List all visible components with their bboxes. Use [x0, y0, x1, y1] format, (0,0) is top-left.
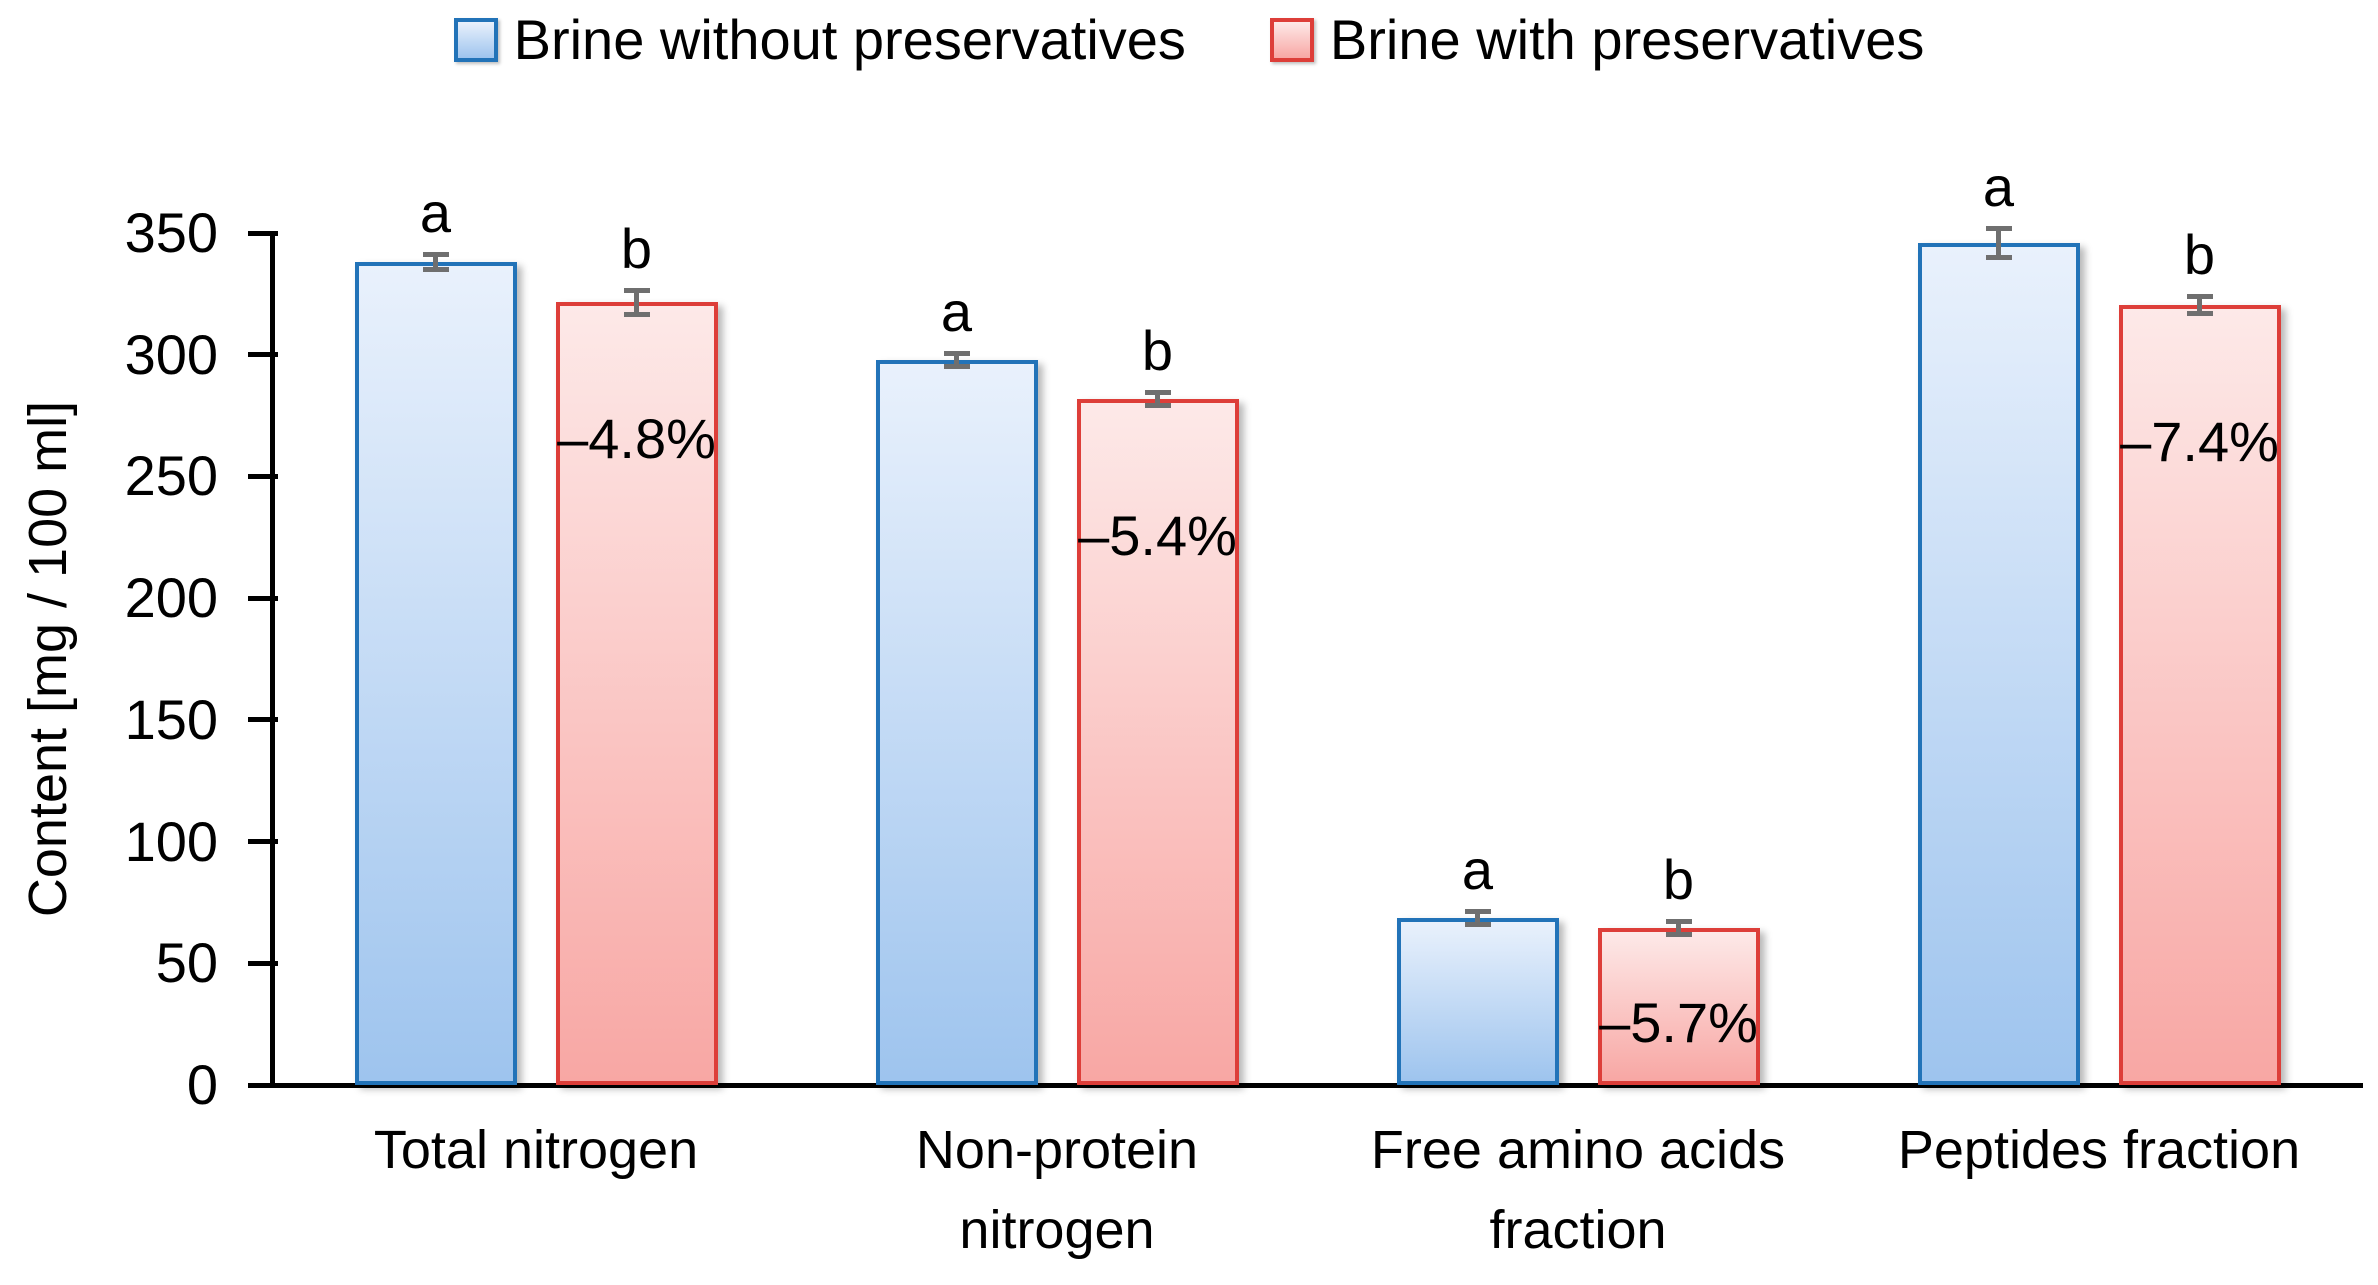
error-bar-stem: [2197, 293, 2202, 316]
sig-letter-brine-without-preservatives-free-amino-acids-fraction: a: [1461, 838, 1494, 902]
x-category-label-line: Total nitrogen: [373, 1120, 699, 1180]
y-tick-200: [248, 595, 278, 601]
y-tick-100: [248, 839, 278, 845]
bar-brine-without-preservatives-non-protein-nitrogen: [875, 359, 1038, 1085]
bar-brine-without-preservatives-total-nitrogen: [354, 262, 517, 1085]
x-category-label-peptides-fraction: Peptides fraction: [1838, 1110, 2360, 1190]
legend-label-brine-with-preservatives: Brine with preservatives: [1329, 8, 1925, 71]
x-category-label-line: fraction: [1489, 1200, 1667, 1260]
x-category-label-free-amino-acids-fraction: Free amino acids fraction: [1317, 1110, 1839, 1270]
error-bar-stem: [433, 252, 438, 273]
y-tick-label-150: 150: [124, 687, 218, 751]
bar-brine-without-preservatives-free-amino-acids-fraction: [1396, 918, 1559, 1085]
error-bar-brine-with-preservatives-free-amino-acids-fraction: [1665, 918, 1692, 937]
sig-letter-brine-with-preservatives-non-protein-nitrogen: b: [1141, 318, 1174, 382]
error-bar-brine-without-preservatives-non-protein-nitrogen: [943, 350, 970, 369]
error-bar-brine-without-preservatives-total-nitrogen: [422, 252, 449, 273]
delta-label-total-nitrogen: –4.8%: [557, 407, 716, 471]
y-tick-label-0: 0: [186, 1053, 218, 1116]
error-bar-stem: [1676, 918, 1681, 937]
legend-item-brine-with-preservatives: Brine with preservatives: [1269, 8, 1925, 71]
bar-brine-without-preservatives-peptides-fraction: [1917, 242, 2080, 1085]
sig-letter-brine-with-preservatives-free-amino-acids-fraction: b: [1662, 847, 1695, 911]
y-tick-250: [248, 473, 278, 479]
bar-brine-with-preservatives-free-amino-acids-fraction: [1597, 927, 1760, 1085]
x-category-label-line: Non-protein: [915, 1120, 1199, 1180]
bar-brine-with-preservatives-peptides-fraction: [2118, 304, 2281, 1085]
delta-label-free-amino-acids-fraction: –5.7%: [1599, 990, 1758, 1054]
x-category-label-non-protein-nitrogen: Non-protein nitrogen: [796, 1110, 1318, 1270]
y-tick-label-50: 50: [155, 931, 218, 995]
delta-label-non-protein-nitrogen: –5.4%: [1078, 503, 1237, 567]
error-bar-brine-without-preservatives-free-amino-acids-fraction: [1464, 909, 1491, 928]
y-tick-label-100: 100: [124, 809, 218, 873]
bar-brine-with-preservatives-total-nitrogen: [555, 302, 718, 1085]
error-bar-brine-with-preservatives-peptides-fraction: [2186, 293, 2213, 316]
legend-item-brine-without-preservatives: Brine without preservatives: [453, 8, 1186, 71]
x-category-label-line: nitrogen: [959, 1200, 1155, 1260]
error-bar-brine-without-preservatives-peptides-fraction: [1985, 225, 2012, 260]
x-category-label-line: Peptides fraction: [1897, 1120, 2301, 1180]
sig-letter-brine-with-preservatives-total-nitrogen: b: [620, 216, 653, 280]
sig-letter-brine-without-preservatives-total-nitrogen: a: [419, 181, 452, 245]
x-axis-line: [270, 1083, 2363, 1088]
y-tick-50: [248, 960, 278, 966]
y-tick-label-350: 350: [124, 201, 218, 264]
legend-swatch-blue: [453, 18, 498, 62]
y-tick-300: [248, 352, 278, 358]
legend: Brine without preservatives Brine with p…: [0, 10, 2378, 70]
x-category-label-line: Free amino acids: [1370, 1120, 1786, 1180]
sig-letter-brine-without-preservatives-peptides-fraction: a: [1982, 154, 2015, 218]
x-category-label-total-nitrogen: Total nitrogen: [275, 1110, 797, 1190]
error-bar-stem: [1475, 909, 1480, 928]
error-bar-brine-with-preservatives-total-nitrogen: [623, 287, 650, 318]
legend-swatch-red: [1269, 18, 1314, 62]
error-bar-stem: [1996, 225, 2001, 260]
error-bar-stem: [1155, 389, 1160, 408]
y-tick-150: [248, 717, 278, 723]
legend-label-brine-without-preservatives: Brine without preservatives: [513, 8, 1186, 71]
error-bar-stem: [954, 350, 959, 369]
y-tick-0: [248, 1082, 278, 1088]
bar-brine-with-preservatives-non-protein-nitrogen: [1076, 398, 1239, 1085]
y-axis-line: [270, 231, 275, 1088]
sig-letter-brine-with-preservatives-peptides-fraction: b: [2183, 222, 2216, 286]
delta-label-peptides-fraction: –7.4%: [2120, 409, 2279, 473]
y-tick-350: [248, 230, 278, 236]
y-tick-label-200: 200: [124, 566, 218, 630]
sig-letter-brine-without-preservatives-non-protein-nitrogen: a: [940, 279, 973, 343]
y-tick-label-250: 250: [124, 444, 218, 508]
error-bar-brine-with-preservatives-non-protein-nitrogen: [1144, 389, 1171, 408]
y-tick-label-300: 300: [124, 322, 218, 386]
error-bar-stem: [634, 287, 639, 318]
